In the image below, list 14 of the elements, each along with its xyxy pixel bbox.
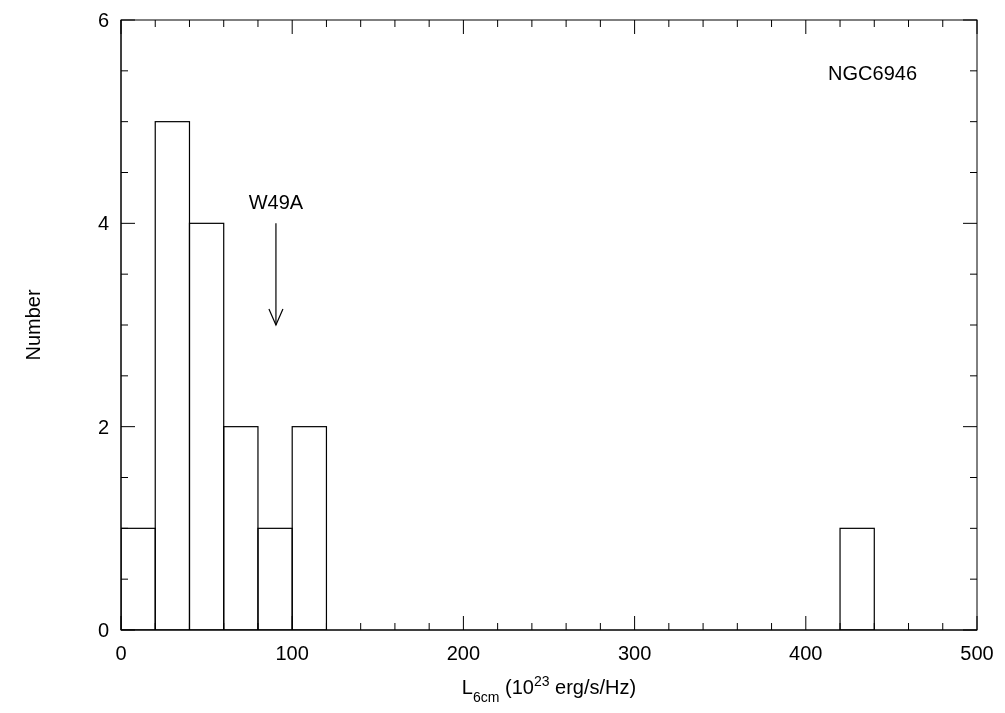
annotation: NGC6946 xyxy=(828,62,917,84)
x-tick-label: 0 xyxy=(115,642,127,664)
y-axis-title: Number xyxy=(22,289,44,361)
x-tick-label: 400 xyxy=(789,642,823,664)
x-tick-label: 100 xyxy=(275,642,309,664)
x-tick-label: 500 xyxy=(960,642,994,664)
y-tick-label: 6 xyxy=(97,9,109,31)
x-tick-label: 300 xyxy=(617,642,652,664)
annotation: W49A xyxy=(248,191,304,214)
y-tick-label: 0 xyxy=(97,619,109,641)
y-tick-label: 2 xyxy=(97,415,109,438)
x-tick-label: 200 xyxy=(446,642,481,664)
x-axis-title: L$_{6cm}$ (10$^{23}$ erg/s/Hz) xyxy=(461,673,637,705)
y-tick-label: 4 xyxy=(97,212,109,235)
